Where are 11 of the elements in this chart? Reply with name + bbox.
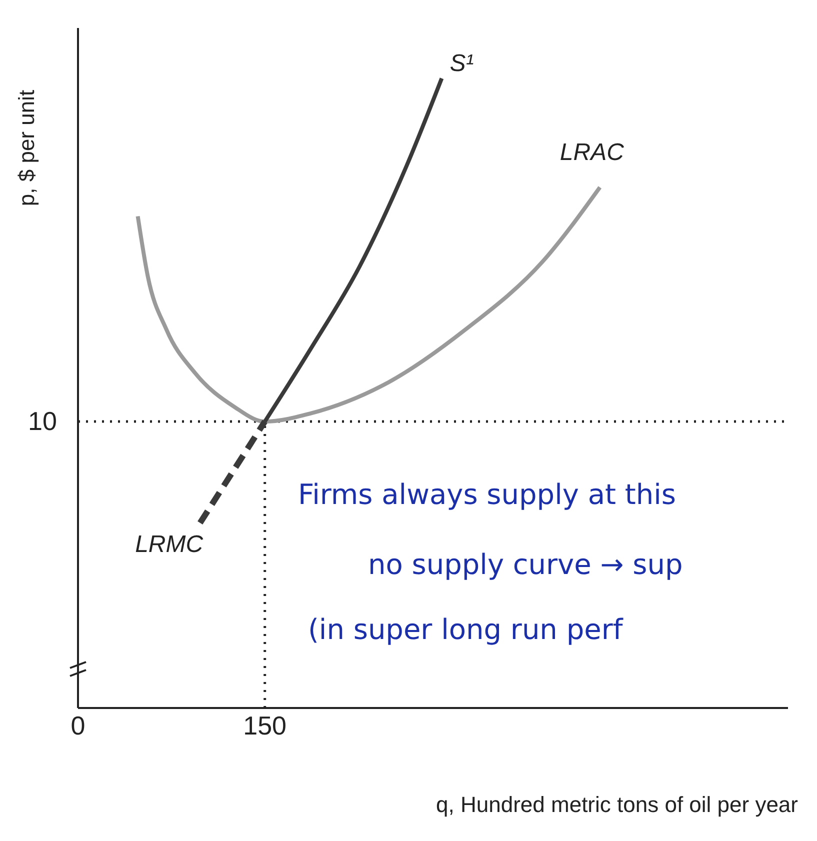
x-tick-label: 0 <box>70 710 86 740</box>
series-label: S¹ <box>450 50 474 78</box>
annotation: no supply curve → sup <box>368 548 683 581</box>
text: 10 <box>28 406 57 437</box>
series-label: LRMC <box>135 530 204 559</box>
y-axis-title: p, $ per unit <box>14 90 40 206</box>
annotation: (in super long run perf <box>308 613 623 646</box>
annotation: Firms always supply at this <box>298 478 676 511</box>
series-label: LRAC <box>560 139 624 168</box>
x-tick-label: 150 <box>243 710 287 740</box>
x-axis-title: q, Hundred metric tons of oil per year <box>436 792 798 818</box>
